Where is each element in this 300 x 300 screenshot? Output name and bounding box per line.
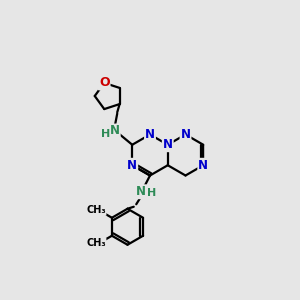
Text: N: N <box>127 159 137 172</box>
Text: N: N <box>163 138 173 151</box>
Text: N: N <box>145 128 155 141</box>
Text: N: N <box>110 124 120 137</box>
Text: H: H <box>147 188 156 198</box>
Text: O: O <box>99 76 110 89</box>
Text: CH₃: CH₃ <box>86 205 106 215</box>
Text: N: N <box>198 159 208 172</box>
Text: CH₃: CH₃ <box>86 238 106 248</box>
Text: N: N <box>181 128 190 141</box>
Text: N: N <box>136 185 146 198</box>
Text: H: H <box>100 129 110 139</box>
